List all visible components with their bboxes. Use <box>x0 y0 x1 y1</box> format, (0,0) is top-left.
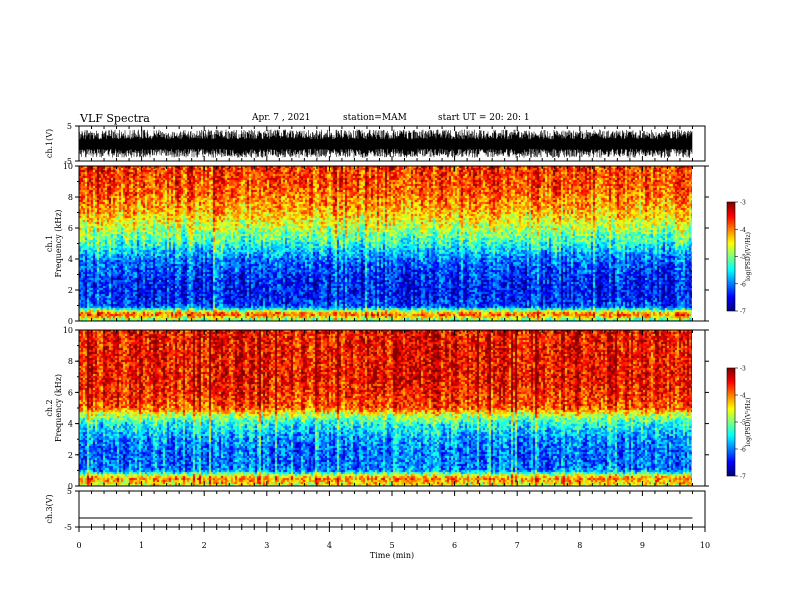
ch1-spectrogram-ylabel: Frequency (kHz) <box>54 209 63 277</box>
ch2-spectrogram-image <box>79 330 692 486</box>
xtick-label: 6 <box>452 541 457 550</box>
ch3-waveform-ytick-label: 5 <box>67 487 72 496</box>
ch1-colorbar-tick-label: -5 <box>740 254 746 261</box>
ch1-spectrogram-ytick-label: 2 <box>68 286 73 295</box>
ch1-spectrogram-channel-label: ch.1 <box>45 235 54 252</box>
ch1-colorbar-tick-label: -7 <box>740 309 746 316</box>
ch2-spectrogram-ytick-label: 4 <box>68 420 73 429</box>
xtick-label: 0 <box>76 541 81 550</box>
ch2-colorbar-label: log(PSD)(V²/Hz) <box>745 398 752 447</box>
xtick-label: 4 <box>327 541 332 550</box>
ch1-colorbar-tick-label: -6 <box>740 281 746 288</box>
ch2-spectrogram-ytick-label: 10 <box>63 326 73 335</box>
ch3-waveform-frame <box>78 490 706 528</box>
xtick-label: 8 <box>577 541 582 550</box>
ch2-colorbar-tick-label: -4 <box>740 393 746 400</box>
xtick-label: 3 <box>264 541 269 550</box>
ch1-spectrogram-ytick-label: 0 <box>68 317 73 326</box>
ch2-spectrogram-ytick-label: 0 <box>68 482 73 491</box>
ch1-spectrogram-ytick-label: 6 <box>68 224 73 233</box>
ch2-colorbar-gradient <box>727 368 735 476</box>
ch2-colorbar-tick-label: -5 <box>740 420 746 427</box>
ch1-colorbar-gradient <box>727 202 735 311</box>
ch2-spectrogram-ylabel: Frequency (kHz) <box>54 374 63 442</box>
ch1-colorbar-label: log(PSD)(V²/Hz) <box>745 232 752 281</box>
ch1-spectrogram-image <box>79 166 692 321</box>
time-axis-label: Time (min) <box>370 551 414 560</box>
ch1-spectrogram-ytick-label: 4 <box>68 255 73 264</box>
ch1-colorbar-tick-label: -4 <box>740 227 746 234</box>
start-time-label: start UT = 20: 20: 1 <box>438 113 530 123</box>
ch1-waveform-ytick-label: -5 <box>64 157 72 166</box>
xtick-label: 2 <box>202 541 207 550</box>
ch2-spectrogram-ytick-label: 2 <box>68 451 73 460</box>
station-label: station=MAM <box>343 113 407 123</box>
ch3-waveform-ytick-label: -5 <box>64 523 72 532</box>
xtick-label: 10 <box>700 541 710 550</box>
figure-title: VLF Spectra <box>80 112 150 125</box>
xtick-label: 7 <box>515 541 520 550</box>
ch2-colorbar-tick-label: -7 <box>740 474 746 481</box>
xtick-label: 9 <box>640 541 645 550</box>
ch2-spectrogram-ytick-label: 8 <box>68 357 73 366</box>
ch1-waveform-ylabel: ch.1(V) <box>45 129 54 158</box>
date-label: Apr. 7 , 2021 <box>252 113 311 123</box>
xtick-label: 5 <box>389 541 394 550</box>
ch2-spectrogram-ytick-label: 6 <box>68 388 73 397</box>
ch1-waveform-trace <box>79 129 693 158</box>
ch3-waveform-ylabel: ch.3(V) <box>45 494 54 523</box>
ch1-spectrogram-ytick-label: 8 <box>68 193 73 202</box>
ch2-colorbar-tick-label: -6 <box>740 447 746 454</box>
xtick-label: 1 <box>139 541 144 550</box>
ch2-spectrogram-channel-label: ch.2 <box>45 399 54 416</box>
ch1-colorbar-tick-label: -3 <box>740 200 746 207</box>
ch1-waveform-ytick-label: 5 <box>67 122 72 131</box>
ch1-spectrogram-ytick-label: 10 <box>63 162 73 171</box>
ch2-colorbar-tick-label: -3 <box>740 366 746 373</box>
